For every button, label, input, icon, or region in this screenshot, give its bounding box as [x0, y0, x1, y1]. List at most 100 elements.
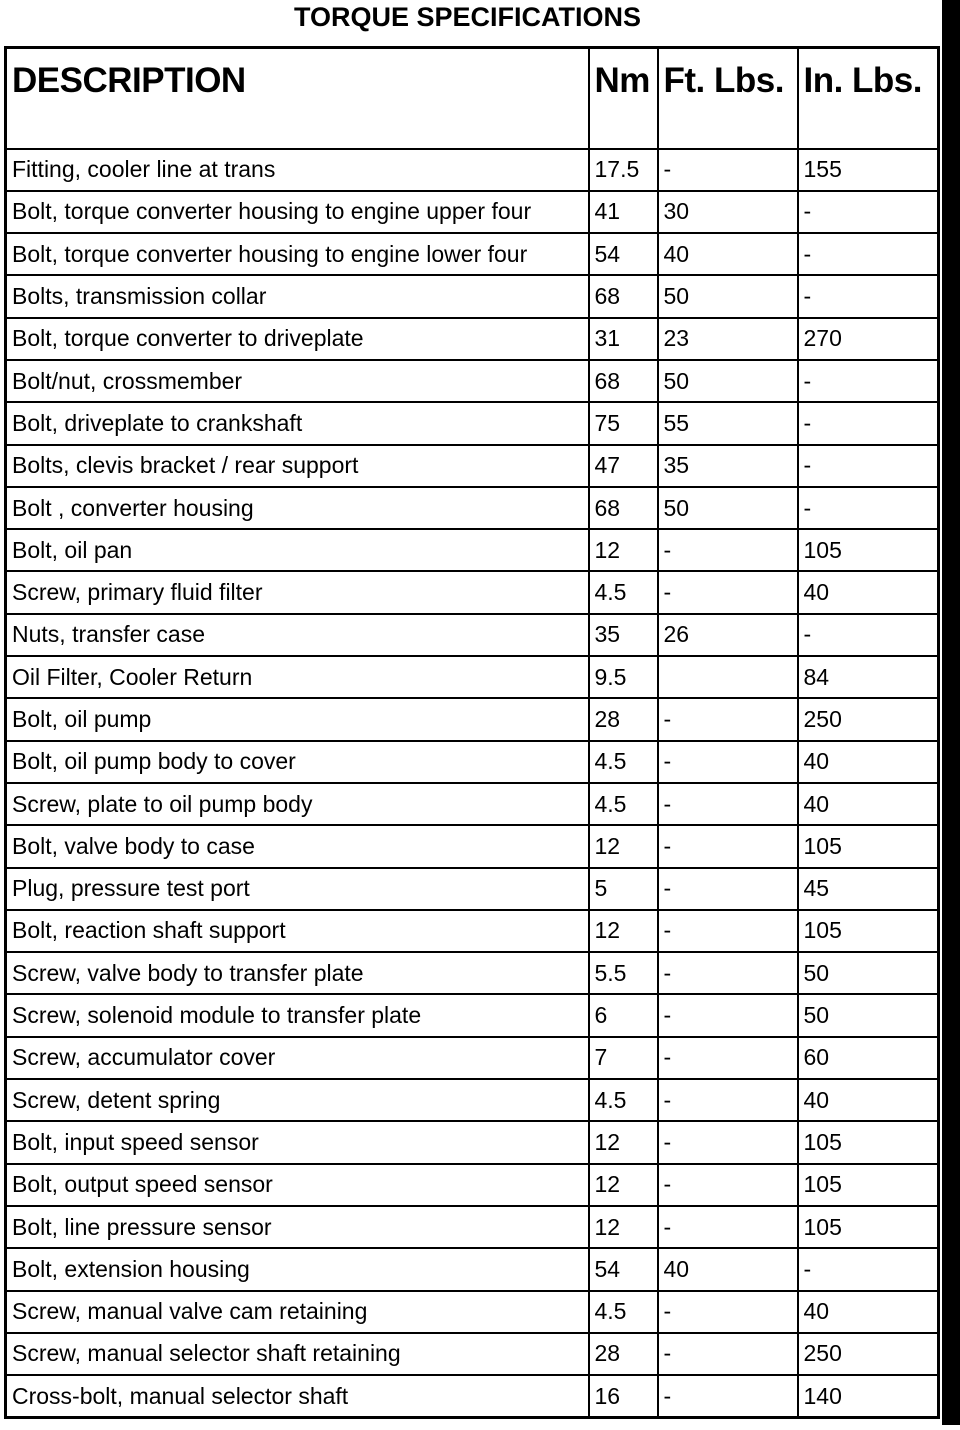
table-row: Bolt , converter housing 68 50- — [4, 485, 940, 531]
description-cell: Cross-bolt, manual selector shaft — [4, 1374, 590, 1419]
in-lbs-cell: - — [796, 358, 940, 404]
ft-lbs-cell — [656, 655, 799, 700]
nm-cell: 4.5 — [587, 1078, 659, 1123]
description-cell: Bolt, reaction shaft support — [4, 908, 590, 954]
description-cell: Bolt, oil pump — [4, 697, 590, 742]
table-row: Screw, primary fluid filter 4.5-40 — [4, 570, 940, 615]
table-row: Bolt/nut, crossmember 68 50- — [4, 358, 940, 404]
nm-cell: 68 — [587, 274, 659, 319]
table-row: Bolt, reaction shaft support 12-105 — [4, 908, 940, 954]
ft-lbs-cell: - — [656, 147, 799, 192]
nm-cell: 7 — [587, 1035, 659, 1081]
ft-lbs-cell: 55 — [656, 401, 799, 446]
table-row: Bolt, driveplate to crankshaft 75 55- — [4, 401, 940, 446]
ft-lbs-cell: - — [656, 1120, 799, 1165]
description-cell: Screw, primary fluid filter — [4, 570, 590, 615]
description-cell: Screw, manual valve cam retaining — [4, 1289, 590, 1334]
ft-lbs-cell: - — [656, 1374, 799, 1419]
table-row: Bolt, oil pump 28-250 — [4, 697, 940, 742]
nm-cell: 9.5 — [587, 655, 659, 700]
ft-lbs-cell: 23 — [656, 316, 799, 361]
ft-lbs-cell: - — [656, 993, 799, 1038]
description-cell: Nuts, transfer case — [4, 612, 590, 658]
in-lbs-cell: 40 — [796, 739, 940, 784]
table-row: Screw, plate to oil pump body 4.5-40 — [4, 781, 940, 827]
in-lbs-cell: - — [796, 189, 940, 235]
torque-spec-table: DESCRIPTION Nm Ft. Lbs. In. Lbs. Fitting… — [4, 46, 940, 1420]
description-cell: Plug, pressure test port — [4, 866, 590, 911]
table-row: Screw, accumulator cover 7-60 — [4, 1035, 940, 1081]
ft-lbs-cell: 40 — [656, 1247, 799, 1292]
table-row: Screw, solenoid module to transfer plate… — [4, 993, 940, 1038]
ft-lbs-cell: - — [656, 1162, 799, 1207]
ft-lbs-cell: 26 — [656, 612, 799, 658]
ft-lbs-cell: 50 — [656, 274, 799, 319]
description-cell: Screw, valve body to transfer plate — [4, 951, 590, 996]
nm-cell: 54 — [587, 232, 659, 277]
header-description: DESCRIPTION — [4, 46, 590, 150]
in-lbs-cell: - — [796, 612, 940, 658]
in-lbs-cell: 45 — [796, 866, 940, 911]
in-lbs-cell: 105 — [796, 908, 940, 954]
nm-cell: 4.5 — [587, 781, 659, 827]
nm-cell: 4.5 — [587, 739, 659, 784]
ft-lbs-cell: - — [656, 781, 799, 827]
table-row: Screw, detent spring 4.5-40 — [4, 1078, 940, 1123]
table-row: Bolt, valve body to case 12-105 — [4, 824, 940, 869]
in-lbs-cell: 84 — [796, 655, 940, 700]
in-lbs-cell: 50 — [796, 993, 940, 1038]
table-row: Bolt, input speed sensor 12-105 — [4, 1120, 940, 1165]
description-cell: Fitting, cooler line at trans — [4, 147, 590, 192]
description-cell: Bolt, valve body to case — [4, 824, 590, 869]
description-cell: Bolt, extension housing — [4, 1247, 590, 1292]
ft-lbs-cell: - — [656, 570, 799, 615]
ft-lbs-cell: 40 — [656, 232, 799, 277]
nm-cell: 12 — [587, 1120, 659, 1165]
in-lbs-cell: 105 — [796, 1162, 940, 1207]
page-title: TORQUE SPECIFICATIONS — [293, 2, 642, 32]
table-row: Fitting, cooler line at trans 17.5-155 — [4, 147, 940, 192]
table-row: Bolt, output speed sensor 12-105 — [4, 1162, 940, 1207]
in-lbs-cell: 140 — [796, 1374, 940, 1419]
nm-cell: 68 — [587, 485, 659, 531]
table-row: Cross-bolt, manual selector shaft 16-140 — [4, 1374, 940, 1419]
description-cell: Bolt, output speed sensor — [4, 1162, 590, 1207]
table-row: Bolt, extension housing 54 40- — [4, 1247, 940, 1292]
table-row: Screw, manual valve cam retaining 4.5-40 — [4, 1289, 940, 1334]
description-cell: Oil Filter, Cooler Return — [4, 655, 590, 700]
in-lbs-cell: 155 — [796, 147, 940, 192]
in-lbs-cell: 105 — [796, 824, 940, 869]
in-lbs-cell: 40 — [796, 1289, 940, 1334]
in-lbs-cell: 105 — [796, 1120, 940, 1165]
description-cell: Bolt, torque converter housing to engine… — [4, 232, 590, 277]
in-lbs-cell: 50 — [796, 951, 940, 996]
ft-lbs-cell: - — [656, 528, 799, 573]
header-in-lbs: In. Lbs. — [796, 46, 940, 150]
in-lbs-cell: 60 — [796, 1035, 940, 1081]
page-edge-bar — [942, 0, 960, 1425]
ft-lbs-cell: - — [656, 951, 799, 996]
table-row: Bolts, transmission collar 68 50- — [4, 274, 940, 319]
in-lbs-cell: - — [796, 443, 940, 488]
in-lbs-cell: - — [796, 485, 940, 531]
nm-cell: 5.5 — [587, 951, 659, 996]
in-lbs-cell: 105 — [796, 1204, 940, 1250]
ft-lbs-cell: - — [656, 866, 799, 911]
table-row: Bolt, torque converter housing to engine… — [4, 232, 940, 277]
table-row: Bolt, torque converter housing to engine… — [4, 189, 940, 235]
ft-lbs-cell: - — [656, 697, 799, 742]
description-cell: Bolt, oil pan — [4, 528, 590, 573]
nm-cell: 5 — [587, 866, 659, 911]
nm-cell: 12 — [587, 1162, 659, 1207]
in-lbs-cell: 250 — [796, 697, 940, 742]
header-row: DESCRIPTION Nm Ft. Lbs. In. Lbs. — [4, 46, 940, 150]
description-cell: Bolt, line pressure sensor — [4, 1204, 590, 1250]
nm-cell: 17.5 — [587, 147, 659, 192]
in-lbs-cell: 250 — [796, 1331, 940, 1377]
table-row: Screw, valve body to transfer plate 5.5-5… — [4, 951, 940, 996]
in-lbs-cell: - — [796, 1247, 940, 1292]
nm-cell: 35 — [587, 612, 659, 658]
ft-lbs-cell: - — [656, 1289, 799, 1334]
ft-lbs-cell: - — [656, 739, 799, 784]
nm-cell: 4.5 — [587, 570, 659, 615]
